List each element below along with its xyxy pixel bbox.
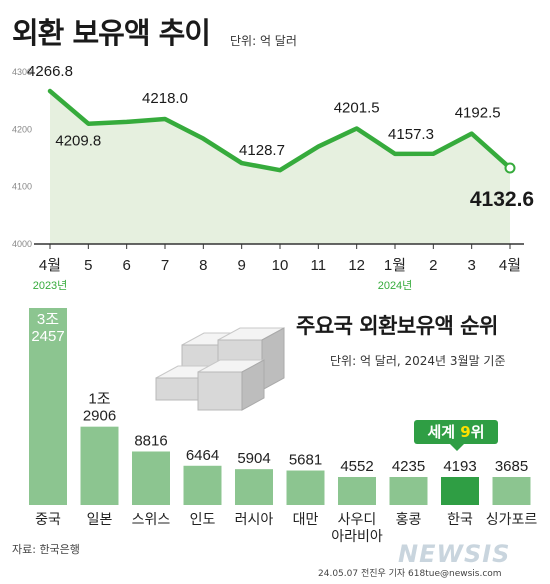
data-label: 4128.7 bbox=[239, 142, 285, 159]
bar bbox=[80, 426, 119, 505]
bar bbox=[132, 451, 170, 505]
x-tick-label: 10 bbox=[272, 257, 289, 274]
x-tick-label: 8 bbox=[199, 257, 207, 274]
bar-value-label: 3685 bbox=[495, 458, 528, 475]
bar-category-label: 싱가포르 bbox=[486, 511, 538, 527]
page-title: 외환 보유액 추이 bbox=[12, 16, 211, 50]
x-tick-label: 7 bbox=[161, 257, 169, 274]
bar-category-label: 대만 bbox=[293, 511, 319, 527]
data-label: 4192.5 bbox=[455, 105, 501, 122]
money-block-4-side bbox=[241, 359, 265, 411]
x-tick-label: 1월 bbox=[384, 257, 406, 274]
ranking-title: 주요국 외환보유액 순위 bbox=[296, 314, 498, 338]
year-label: 2023년 bbox=[33, 279, 68, 292]
bar-category-label: 한국 bbox=[447, 511, 473, 527]
bar bbox=[235, 469, 273, 505]
bar bbox=[389, 477, 428, 505]
badge-pointer bbox=[450, 444, 464, 451]
bar bbox=[29, 308, 67, 505]
x-tick-label: 9 bbox=[237, 257, 245, 274]
world-rank-badge: 세계 9위 bbox=[414, 420, 498, 444]
line-area-fill bbox=[50, 91, 510, 244]
y-tick-label: 4300 bbox=[12, 67, 32, 77]
y-tick-label: 4100 bbox=[12, 182, 32, 192]
line-chart-unit: 단위: 억 달러 bbox=[230, 34, 297, 48]
bar-category-label: 일본 bbox=[87, 511, 113, 527]
year-label: 2024년 bbox=[378, 279, 413, 292]
bar-value-label: 4235 bbox=[392, 458, 425, 475]
source-note: 자료: 한국은행 bbox=[12, 543, 80, 556]
series-line bbox=[47, 88, 513, 173]
bar-value-label: 4552 bbox=[340, 458, 373, 475]
y-tick-label: 4000 bbox=[12, 239, 32, 249]
data-label: 4218.0 bbox=[142, 90, 188, 107]
bar-korea bbox=[441, 477, 479, 505]
ranking-unit: 단위: 억 달러, 2024년 3월말 기준 bbox=[330, 354, 506, 368]
newsis-watermark: NEWSIS bbox=[398, 540, 511, 568]
bar-value-label: 3조 2457 bbox=[31, 311, 64, 345]
badge-suffix: 위 bbox=[470, 423, 485, 441]
bar-value-label: 6464 bbox=[186, 447, 219, 464]
money-block-3-front bbox=[155, 377, 203, 401]
bar-value-label: 5904 bbox=[237, 450, 270, 467]
bar-category-label: 인도 bbox=[190, 511, 216, 527]
bar-category-label: 러시아 bbox=[235, 511, 274, 527]
badge-rank-number: 9 bbox=[460, 423, 471, 441]
credit-line: 24.05.07 전진우 기자 618tue@newsis.com bbox=[318, 569, 502, 579]
data-label: 4157.3 bbox=[388, 126, 434, 143]
x-tick-label: 3 bbox=[467, 257, 475, 274]
x-tick-label: 11 bbox=[311, 257, 327, 274]
x-tick-label: 4월 bbox=[39, 257, 61, 274]
bar-value-label: 5681 bbox=[289, 452, 322, 469]
money-block-4-front bbox=[197, 371, 243, 411]
x-tick-label: 5 bbox=[84, 257, 92, 274]
x-tick-label: 6 bbox=[122, 257, 130, 274]
bar-value-label: 8816 bbox=[134, 432, 167, 449]
y-tick-label: 4200 bbox=[12, 124, 32, 134]
bar-category-label: 홍콩 bbox=[396, 511, 422, 527]
bar-category-label: 중국 bbox=[35, 511, 61, 527]
data-label: 4209.8 bbox=[55, 133, 101, 150]
x-tick-label: 12 bbox=[348, 257, 365, 274]
x-tick-label: 2 bbox=[429, 257, 437, 274]
bar-category-label: 사우디 아라비아 bbox=[331, 511, 383, 544]
x-tick-label: 4월 bbox=[499, 257, 521, 274]
bar-category-label: 스위스 bbox=[132, 511, 171, 527]
bar-value-label: 4193 bbox=[443, 458, 476, 475]
bar bbox=[183, 465, 222, 505]
bar bbox=[338, 477, 376, 505]
bar bbox=[492, 477, 531, 505]
data-label: 4201.5 bbox=[334, 99, 380, 116]
data-label: 4266.8 bbox=[27, 63, 73, 80]
latest-value-label: 4132.6 bbox=[470, 188, 534, 211]
bar bbox=[286, 470, 325, 505]
last-point-marker bbox=[504, 162, 516, 174]
bar-value-label: 1조 2906 bbox=[83, 391, 116, 425]
badge-prefix: 세계 bbox=[427, 423, 461, 441]
